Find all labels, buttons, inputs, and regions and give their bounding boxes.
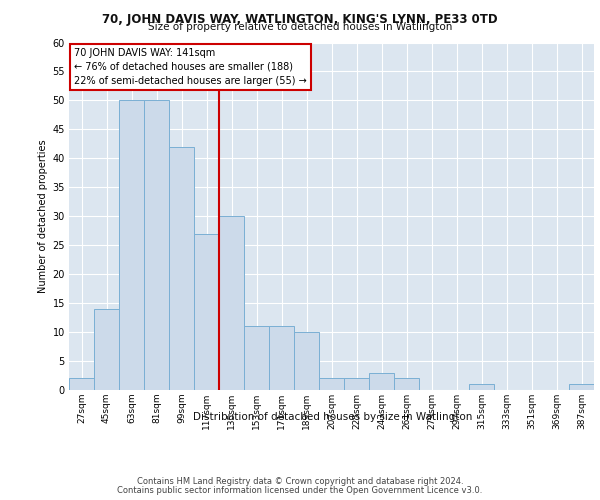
Bar <box>344 378 369 390</box>
Y-axis label: Number of detached properties: Number of detached properties <box>38 140 48 293</box>
Bar <box>119 100 144 390</box>
Bar <box>369 372 394 390</box>
Bar <box>69 378 94 390</box>
Bar <box>244 326 269 390</box>
Bar <box>319 378 344 390</box>
Text: Size of property relative to detached houses in Watlington: Size of property relative to detached ho… <box>148 22 452 32</box>
Bar <box>144 100 169 390</box>
Text: Contains public sector information licensed under the Open Government Licence v3: Contains public sector information licen… <box>118 486 482 495</box>
Bar <box>469 384 494 390</box>
Text: 70 JOHN DAVIS WAY: 141sqm
← 76% of detached houses are smaller (188)
22% of semi: 70 JOHN DAVIS WAY: 141sqm ← 76% of detac… <box>74 48 307 86</box>
Bar <box>294 332 319 390</box>
Text: Distribution of detached houses by size in Watlington: Distribution of detached houses by size … <box>193 412 473 422</box>
Bar <box>194 234 219 390</box>
Bar <box>94 309 119 390</box>
Bar <box>394 378 419 390</box>
Bar <box>169 147 194 390</box>
Text: 70, JOHN DAVIS WAY, WATLINGTON, KING'S LYNN, PE33 0TD: 70, JOHN DAVIS WAY, WATLINGTON, KING'S L… <box>102 12 498 26</box>
Bar <box>569 384 594 390</box>
Bar <box>219 216 244 390</box>
Bar <box>269 326 294 390</box>
Text: Contains HM Land Registry data © Crown copyright and database right 2024.: Contains HM Land Registry data © Crown c… <box>137 477 463 486</box>
